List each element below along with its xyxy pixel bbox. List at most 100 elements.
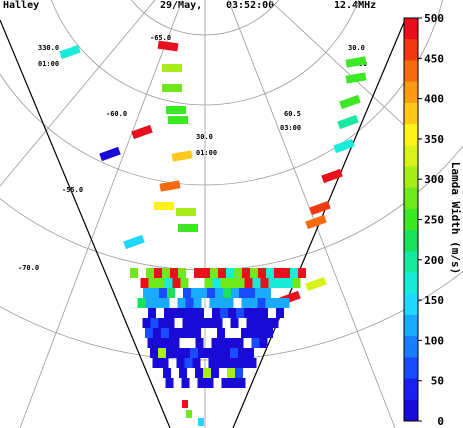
echo-cell — [198, 418, 204, 426]
echo-cell — [164, 308, 172, 318]
label-0300b: 03:00 — [280, 124, 301, 132]
echo-cell — [146, 268, 154, 278]
echo-cell — [235, 338, 244, 348]
echo-cell — [265, 328, 273, 338]
echo-cell — [150, 348, 158, 358]
echo-cell — [218, 268, 226, 278]
echo-cell — [236, 278, 245, 288]
echo-cell — [260, 278, 269, 288]
echo-cell — [161, 328, 169, 338]
colorbar-segment — [404, 399, 418, 422]
fov-left-edge — [0, 19, 171, 428]
echo-cell — [182, 400, 188, 408]
range-gate-cell — [159, 180, 181, 192]
echo-cell — [185, 328, 193, 338]
echo-cell — [184, 358, 193, 368]
echo-cell — [204, 278, 213, 288]
echo-cell — [260, 308, 268, 318]
echo-cell — [152, 358, 161, 368]
echo-cell — [246, 318, 255, 328]
echo-cell — [182, 318, 191, 328]
echo-cell — [282, 268, 290, 278]
echo-cell — [197, 378, 206, 388]
echo-cell — [215, 288, 223, 298]
echo-cell — [171, 338, 180, 348]
colorbar-tick-label: 350 — [424, 133, 444, 146]
range-gate-cell — [99, 146, 121, 162]
echo-cell — [259, 338, 268, 348]
range-gate-cell — [339, 94, 361, 110]
colorbar-segment — [404, 357, 418, 380]
label-0100b: 01:00 — [196, 149, 217, 157]
echo-cell — [226, 268, 234, 278]
colorbar-segment — [404, 145, 418, 167]
colorbar-segment — [404, 272, 418, 295]
echo-cell — [234, 268, 242, 278]
echo-cell — [206, 348, 214, 358]
echo-cell — [179, 368, 187, 378]
echo-cell — [147, 338, 156, 348]
echo-cell — [130, 268, 138, 278]
echo-cell — [140, 278, 149, 288]
label-neg60: -60.0 — [106, 110, 127, 118]
colorbar-segment — [404, 336, 418, 358]
echo-cell — [263, 288, 271, 298]
echo-cell — [161, 298, 170, 308]
echo-cell — [210, 268, 218, 278]
colorbar-tick-label: 150 — [424, 294, 444, 307]
colorbar-segment — [404, 378, 418, 401]
colorbar-segment — [404, 39, 418, 61]
colorbar-tick-label: 500 — [424, 12, 444, 25]
echo-cell — [158, 348, 166, 358]
range-gate-cell — [166, 106, 186, 114]
range-gate-cell — [157, 40, 179, 52]
echo-cell — [153, 328, 161, 338]
colorbar-segment — [404, 230, 418, 252]
echo-cell — [162, 268, 170, 278]
echo-cell — [159, 288, 167, 298]
echo-cell — [177, 328, 185, 338]
echo-cell — [195, 368, 203, 378]
echo-cell — [268, 278, 277, 288]
echo-cell — [254, 318, 263, 328]
echo-cell — [242, 268, 250, 278]
echo-cell — [243, 368, 251, 378]
echo-cell — [292, 278, 301, 288]
echo-cell — [246, 348, 254, 358]
echo-cell — [190, 318, 199, 328]
echo-cell — [193, 328, 201, 338]
echo-cell — [223, 288, 231, 298]
echo-cell — [228, 308, 236, 318]
echo-cell — [148, 308, 156, 318]
colorbar-tick-label: 450 — [424, 52, 444, 65]
range-gate-cell — [178, 224, 198, 232]
echo-cell — [232, 358, 241, 368]
label-neg70: -70.0 — [18, 264, 39, 272]
echo-cell — [262, 318, 271, 328]
echo-cell — [158, 318, 167, 328]
range-gate-cell — [176, 208, 196, 216]
echo-cell — [249, 298, 258, 308]
echo-cell — [274, 268, 282, 278]
echo-cell — [180, 278, 189, 288]
echo-cell — [142, 318, 151, 328]
echo-cell — [247, 288, 255, 298]
echo-cell — [206, 318, 215, 328]
scatter-cells — [59, 40, 367, 306]
echo-cell — [240, 358, 249, 368]
echo-cell — [227, 368, 235, 378]
echo-cell — [205, 378, 214, 388]
colorbar-segment — [404, 251, 418, 274]
echo-cell — [211, 368, 219, 378]
range-gate-cell — [171, 150, 193, 162]
echo-cell — [170, 268, 178, 278]
echo-cell — [208, 358, 217, 368]
echo-cell — [220, 308, 228, 318]
echo-cell — [179, 338, 188, 348]
echo-cell — [163, 338, 172, 348]
echo-cell — [217, 298, 226, 308]
colorbar-segment — [404, 60, 418, 83]
